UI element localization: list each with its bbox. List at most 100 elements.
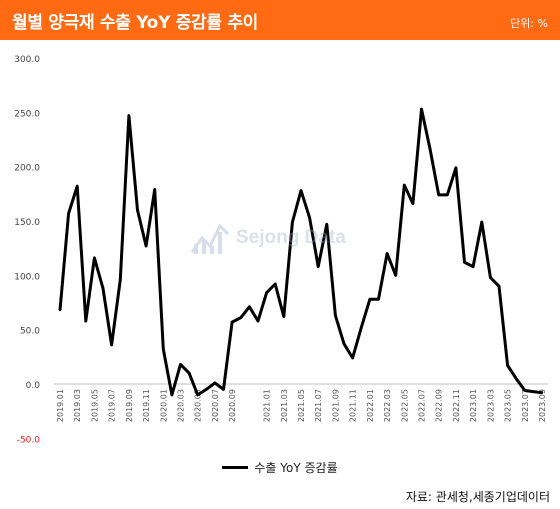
x-tick-label: 2021.03 [280,389,289,422]
data-point [523,389,526,392]
x-tick-label: 2020.01 [159,389,168,422]
data-point [84,319,88,323]
chart-title: 월별 양극재 수출 YoY 증감률 추이 [12,13,259,33]
x-tick-label: 2019.07 [108,389,117,422]
data-point [136,208,139,212]
watermark: Sejong Data [188,218,378,258]
x-tick-label: 2023.05 [504,389,513,422]
x-tick-label: 2022.01 [366,389,375,422]
x-tick-label: 2019.01 [56,389,65,422]
x-tick-label: 2022.03 [383,389,392,422]
data-point [58,308,62,312]
data-point [437,193,440,197]
data-point [273,282,277,286]
x-tick-label: 2022.11 [452,389,461,422]
data-point [282,315,285,318]
data-point [144,244,148,248]
data-point [248,305,251,309]
x-tick-label: 2022.09 [435,389,444,422]
data-point [101,287,105,290]
x-tick-label: 2021.11 [349,389,358,422]
x-tick-label: 2021.07 [314,389,323,422]
unit-label: 단위: % [510,17,548,30]
data-point [420,107,423,111]
data-point [76,185,79,188]
legend-swatch [222,465,249,469]
x-tick-label: 2021.01 [263,389,272,422]
data-point [93,256,96,260]
data-point [532,390,535,393]
data-point [497,285,501,288]
data-point [454,166,458,169]
data-point [489,276,492,279]
data-point [239,316,242,319]
data-point [196,393,199,397]
data-point [317,265,320,268]
x-tick-label: 2021.05 [297,389,306,422]
data-point [153,188,156,191]
data-point [385,252,389,255]
x-tick-label: 2020.07 [211,389,220,422]
data-point [213,381,217,385]
y-tick-label: 300.0 [14,55,40,65]
chart-header: 월별 양극재 수출 YoY 증감률 추이 단위: % [0,0,560,40]
source-note: 자료: 관세청,세종기업데이터 [405,490,550,504]
data-point [170,393,174,397]
data-point [351,356,354,360]
x-tick-label: 2020.09 [228,389,237,422]
x-tick-label: 2020.05 [194,389,203,422]
data-point [342,342,346,345]
data-point [179,363,182,366]
x-tick-label: 2021.09 [331,389,340,422]
data-point [368,298,372,301]
data-point [403,183,406,187]
data-point [119,278,122,281]
data-point [334,314,337,317]
line-chart: -50.0 0.0 50.0 100.0 150.0 200.0 250.0 300.0 201… [14,55,548,445]
data-point [506,364,509,367]
data-point [540,391,544,394]
data-point [360,326,363,329]
y-tick-label: 0.0 [26,381,41,391]
data-point [394,274,397,277]
x-tick-label: 2019.09 [125,389,134,422]
legend: 수출 YoY 증감률 [0,458,560,476]
x-tick-label: 2020.03 [177,389,186,422]
watermark-text: Sejong Data [236,227,346,248]
y-tick-label: 100.0 [14,272,40,282]
x-tick-label: 2019.03 [73,389,82,422]
data-point [110,343,113,347]
data-point [377,298,380,301]
legend-label: 수출 YoY 증감률 [254,460,338,475]
data-point [411,202,415,205]
data-point [256,319,260,323]
x-tick-label: 2022.07 [418,389,427,422]
data-point [205,388,208,391]
data-point [428,148,432,151]
data-point [67,212,70,215]
data-point [463,261,466,264]
data-point [446,193,449,197]
watermark-logo-icon [190,223,230,254]
x-tick-label: 2023.01 [469,389,478,422]
y-tick-label: 250.0 [14,109,40,119]
x-tick-label: 2022.05 [400,389,409,422]
data-point [308,216,311,219]
x-tick-label: 2023.07 [521,389,530,422]
data-point [325,223,329,226]
data-point [162,348,165,351]
y-tick-label: 200.0 [14,164,40,174]
x-tick-label: 2019.11 [142,389,151,422]
data-point [480,220,483,224]
y-tick-label: -50.0 [17,435,41,445]
data-point [471,265,475,268]
y-tick-label: 150.0 [14,218,40,228]
x-tick-label: 2023.03 [486,389,495,422]
data-point [514,377,518,380]
data-point [299,189,303,192]
data-point [187,371,191,375]
x-tick-label: 2019.05 [90,389,99,422]
data-point [127,114,131,117]
y-tick-label: 50.0 [20,327,40,337]
data-point [291,220,294,224]
